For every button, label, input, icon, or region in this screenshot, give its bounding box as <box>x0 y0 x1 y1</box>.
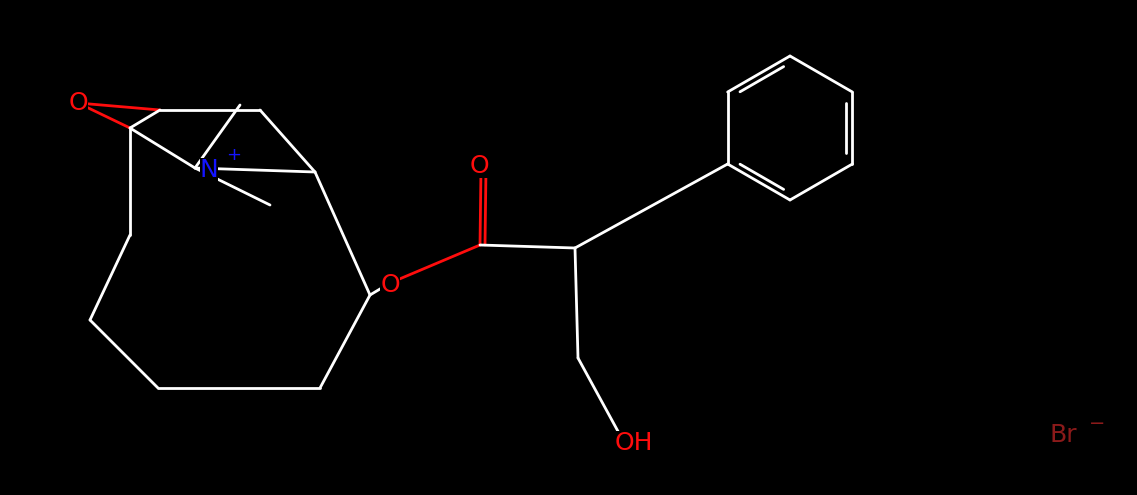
Text: O: O <box>470 154 489 178</box>
Text: O: O <box>68 91 88 115</box>
Text: N: N <box>200 158 218 182</box>
Text: O: O <box>380 273 400 297</box>
Text: +: + <box>226 146 241 164</box>
Text: OH: OH <box>615 431 654 455</box>
Text: −: − <box>1089 414 1105 434</box>
Text: Br: Br <box>1049 423 1077 447</box>
